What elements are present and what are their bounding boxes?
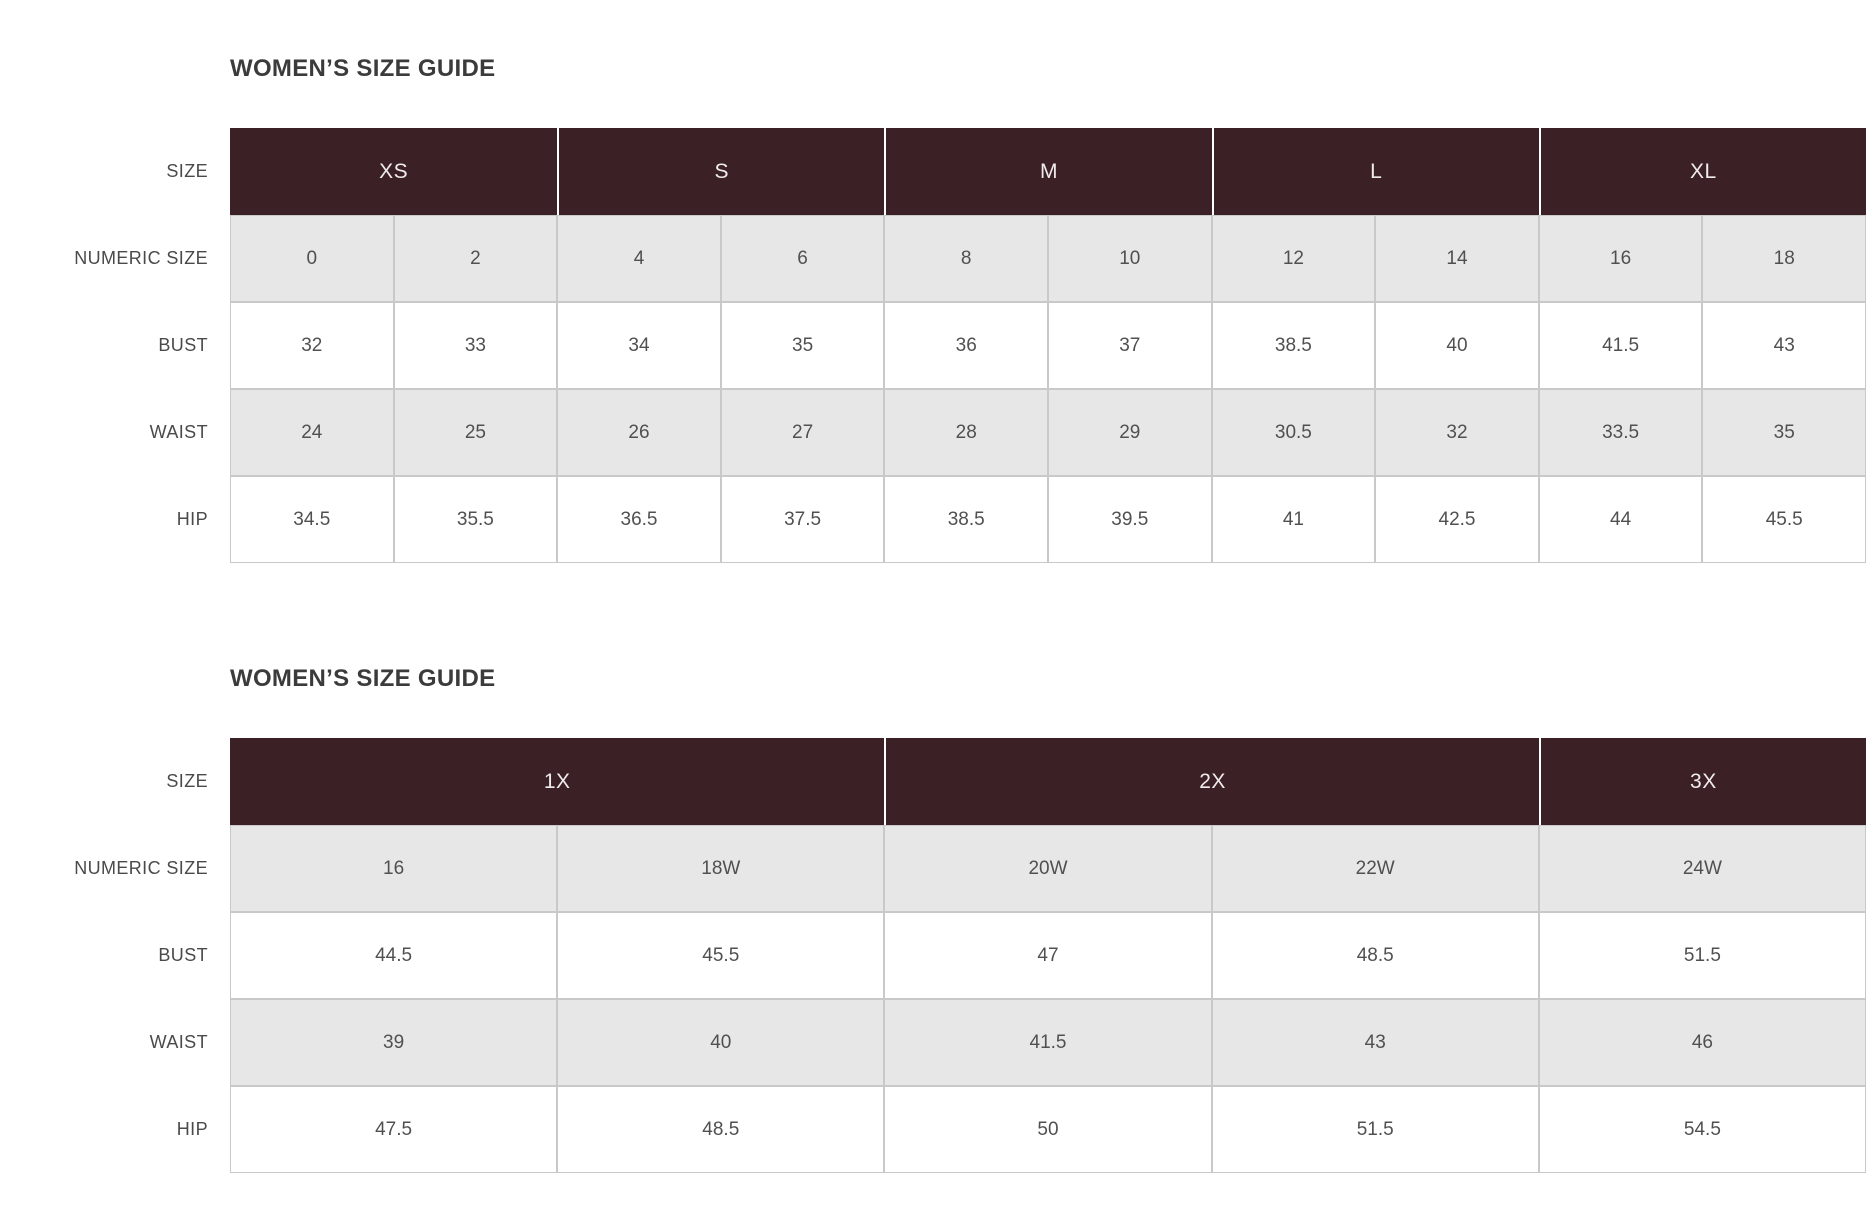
size-value-cell: 37.5 [720, 476, 885, 563]
size-value-cell: 16 [230, 825, 558, 912]
womens-size-table-standard: SIZE XS S M L XL NUMERIC SIZE 0 2 4 6 8 10 12 14 16 18 BU… [0, 128, 1866, 563]
size-value-cell: 30.5 [1211, 389, 1376, 476]
size-value-cell: 6 [720, 215, 885, 302]
size-value-cell: 50 [884, 1086, 1212, 1173]
size-value-cell: 37 [1048, 302, 1212, 389]
size-guide-section-plus: WOMEN’S SIZE GUIDE SIZE 1X 2X 3X NUMERIC SIZ… [0, 665, 1866, 1173]
size-value-cell: 38.5 [1211, 302, 1376, 389]
size-value-cell: 38.5 [884, 476, 1048, 563]
size-value-cell: 28 [884, 389, 1048, 476]
row-label-size: SIZE [0, 128, 230, 215]
size-value-cell: 41.5 [884, 999, 1212, 1086]
size-value-cell: 34.5 [230, 476, 394, 563]
size-value-cell: 40 [1375, 302, 1539, 389]
size-value-cell: 44 [1538, 476, 1703, 563]
size-value-cell: 0 [230, 215, 394, 302]
size-group-header: XS [230, 128, 558, 215]
size-value-cell: 43 [1211, 999, 1539, 1086]
size-value-cell: 22W [1211, 825, 1539, 912]
size-value-cell: 39.5 [1048, 476, 1212, 563]
size-value-cell: 20W [884, 825, 1212, 912]
size-value-cell: 26 [557, 389, 721, 476]
size-value-cell: 16 [1538, 215, 1703, 302]
womens-size-table-plus: SIZE 1X 2X 3X NUMERIC SIZE 16 18W 20W 22W 24W BUST… [0, 738, 1866, 1173]
row-label: HIP [0, 476, 230, 563]
size-value-cell: 34 [557, 302, 721, 389]
size-value-cell: 36.5 [557, 476, 721, 563]
size-value-cell: 43 [1702, 302, 1866, 389]
row-label: HIP [0, 1086, 230, 1173]
size-guide-title: WOMEN’S SIZE GUIDE [230, 665, 496, 692]
size-value-cell: 47.5 [230, 1086, 558, 1173]
size-value-cell: 32 [1375, 389, 1539, 476]
size-value-cell: 18 [1702, 215, 1866, 302]
row-label: WAIST [0, 999, 230, 1086]
row-label: NUMERIC SIZE [0, 215, 230, 302]
size-value-cell: 46 [1538, 999, 1866, 1086]
size-value-cell: 2 [393, 215, 558, 302]
row-label-size: SIZE [0, 738, 230, 825]
size-value-cell: 51.5 [1211, 1086, 1539, 1173]
size-group-header: L [1211, 128, 1539, 215]
size-group-header: XL [1538, 128, 1866, 215]
size-value-cell: 18W [557, 825, 885, 912]
row-label: WAIST [0, 389, 230, 476]
size-value-cell: 8 [884, 215, 1048, 302]
size-value-cell: 40 [557, 999, 885, 1086]
size-value-cell: 4 [557, 215, 721, 302]
row-label: NUMERIC SIZE [0, 825, 230, 912]
size-value-cell: 10 [1048, 215, 1212, 302]
size-value-cell: 48.5 [557, 1086, 885, 1173]
size-value-cell: 24 [230, 389, 394, 476]
size-value-cell: 41 [1211, 476, 1376, 563]
size-value-cell: 24W [1538, 825, 1866, 912]
size-group-header: 1X [230, 738, 885, 825]
size-value-cell: 44.5 [230, 912, 558, 999]
size-group-header: M [884, 128, 1212, 215]
size-value-cell: 39 [230, 999, 558, 1086]
size-value-cell: 51.5 [1538, 912, 1866, 999]
row-label: BUST [0, 302, 230, 389]
size-value-cell: 27 [720, 389, 885, 476]
size-value-cell: 35 [1702, 389, 1866, 476]
size-value-cell: 45.5 [557, 912, 885, 999]
size-value-cell: 25 [393, 389, 558, 476]
size-value-cell: 48.5 [1211, 912, 1539, 999]
size-value-cell: 47 [884, 912, 1212, 999]
size-value-cell: 14 [1375, 215, 1539, 302]
size-value-cell: 35.5 [393, 476, 558, 563]
size-group-header: 2X [884, 738, 1539, 825]
size-value-cell: 36 [884, 302, 1048, 389]
size-value-cell: 45.5 [1702, 476, 1866, 563]
size-value-cell: 54.5 [1538, 1086, 1866, 1173]
size-value-cell: 12 [1211, 215, 1376, 302]
size-group-header: 3X [1538, 738, 1866, 825]
size-guide-title: WOMEN’S SIZE GUIDE [230, 55, 496, 82]
size-value-cell: 41.5 [1538, 302, 1703, 389]
size-value-cell: 35 [720, 302, 885, 389]
size-value-cell: 42.5 [1375, 476, 1539, 563]
size-value-cell: 32 [230, 302, 394, 389]
size-value-cell: 33.5 [1538, 389, 1703, 476]
size-guide-section-standard: WOMEN’S SIZE GUIDE SIZE XS S M L XL NUMERIC SI… [0, 55, 1866, 563]
size-value-cell: 33 [393, 302, 558, 389]
row-label: BUST [0, 912, 230, 999]
size-group-header: S [557, 128, 885, 215]
size-value-cell: 29 [1048, 389, 1212, 476]
